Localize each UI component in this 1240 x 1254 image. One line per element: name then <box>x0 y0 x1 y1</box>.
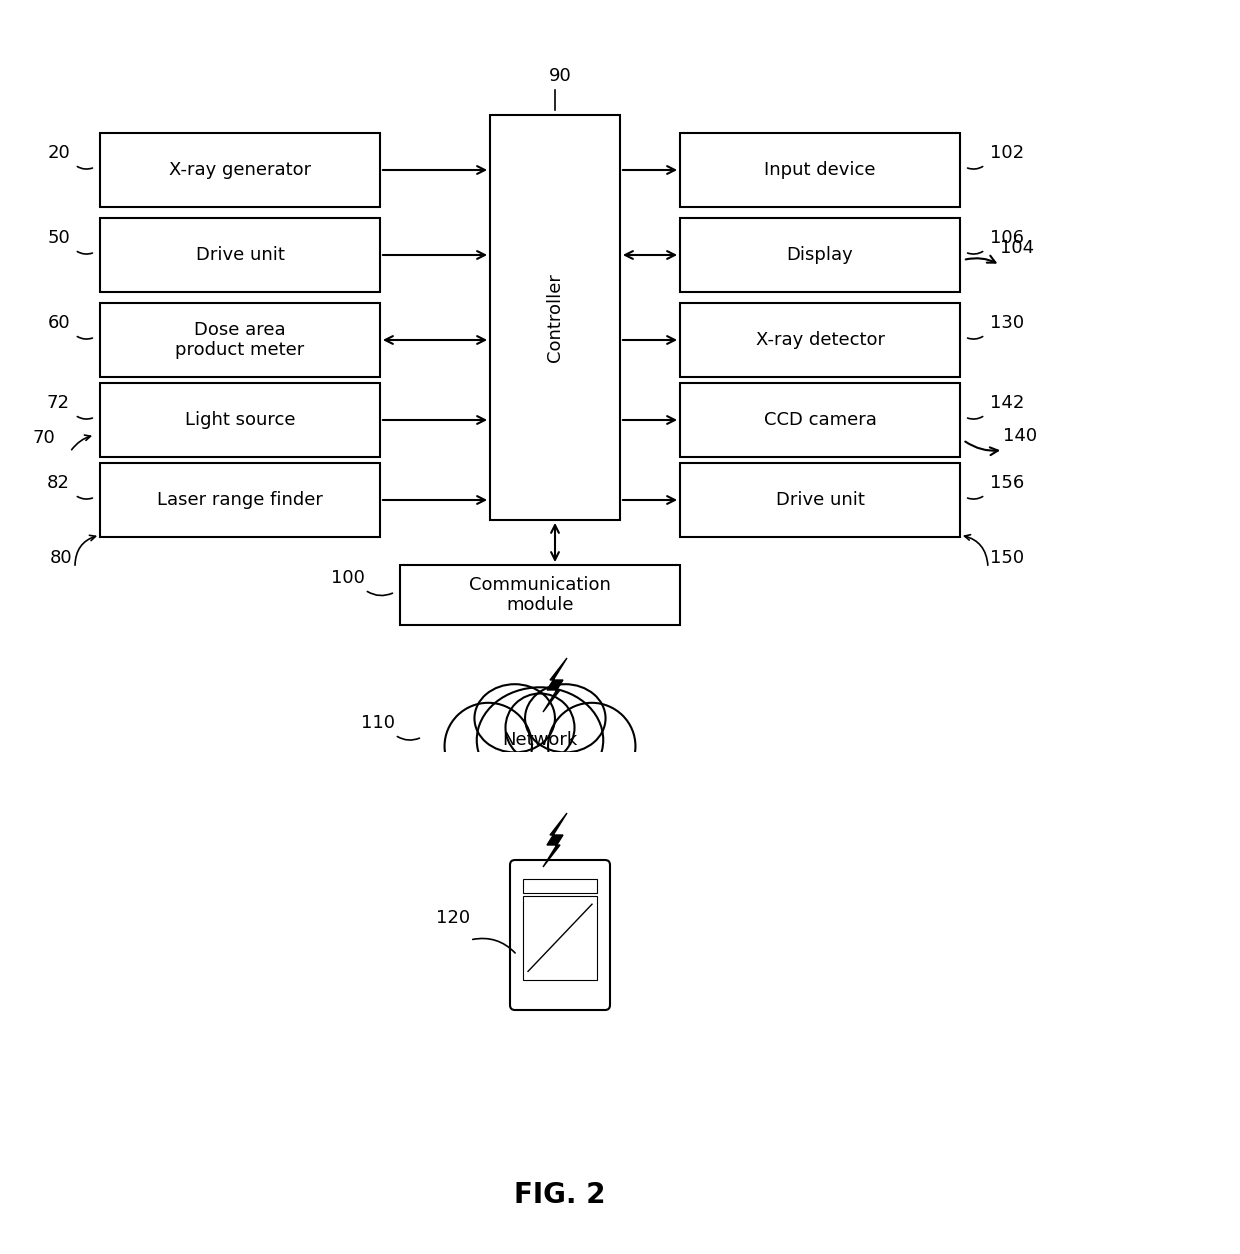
Text: X-ray detector: X-ray detector <box>755 331 884 349</box>
Ellipse shape <box>548 702 635 790</box>
Ellipse shape <box>445 702 532 790</box>
Bar <box>425 752 655 796</box>
Bar <box>523 895 596 979</box>
Text: 120: 120 <box>436 909 470 927</box>
Text: 50: 50 <box>47 229 69 247</box>
Text: Laser range finder: Laser range finder <box>157 492 322 509</box>
Text: 140: 140 <box>1003 428 1037 445</box>
Text: Drive unit: Drive unit <box>775 492 864 509</box>
Text: 100: 100 <box>331 569 365 587</box>
Text: X-ray generator: X-ray generator <box>169 161 311 179</box>
Ellipse shape <box>476 687 603 793</box>
Text: 106: 106 <box>990 229 1024 247</box>
Bar <box>680 133 960 207</box>
Text: 60: 60 <box>47 314 69 332</box>
Bar <box>490 115 620 520</box>
Bar <box>401 566 680 624</box>
Ellipse shape <box>475 685 556 752</box>
Text: FIG. 2: FIG. 2 <box>515 1181 606 1209</box>
Bar <box>100 133 379 207</box>
Bar <box>100 218 379 292</box>
Text: Input device: Input device <box>764 161 875 179</box>
Text: 72: 72 <box>47 394 69 413</box>
Text: 20: 20 <box>47 144 69 162</box>
Text: Communication
module: Communication module <box>469 576 611 614</box>
Bar <box>100 303 379 377</box>
Bar <box>100 382 379 456</box>
Bar <box>523 879 596 893</box>
Text: 130: 130 <box>990 314 1024 332</box>
Bar <box>680 218 960 292</box>
Bar <box>680 382 960 456</box>
Text: Drive unit: Drive unit <box>196 246 284 265</box>
Text: Network: Network <box>502 731 578 749</box>
FancyBboxPatch shape <box>510 860 610 1009</box>
Text: 156: 156 <box>990 474 1024 492</box>
Text: Controller: Controller <box>546 273 564 362</box>
Bar <box>680 463 960 537</box>
Text: 82: 82 <box>47 474 69 492</box>
Text: 104: 104 <box>999 240 1034 257</box>
Bar <box>100 463 379 537</box>
Text: 110: 110 <box>361 714 396 732</box>
Text: 90: 90 <box>548 66 572 85</box>
Text: Light source: Light source <box>185 411 295 429</box>
Ellipse shape <box>525 685 605 752</box>
Polygon shape <box>543 813 567 867</box>
Polygon shape <box>543 658 567 712</box>
Text: Display: Display <box>786 246 853 265</box>
Text: 80: 80 <box>50 549 72 567</box>
Text: 70: 70 <box>32 429 55 446</box>
Text: 150: 150 <box>990 549 1024 567</box>
Text: Dose area
product meter: Dose area product meter <box>175 321 305 360</box>
Text: CCD camera: CCD camera <box>764 411 877 429</box>
Text: 102: 102 <box>990 144 1024 162</box>
Ellipse shape <box>506 693 574 761</box>
Text: 142: 142 <box>990 394 1024 413</box>
Bar <box>680 303 960 377</box>
